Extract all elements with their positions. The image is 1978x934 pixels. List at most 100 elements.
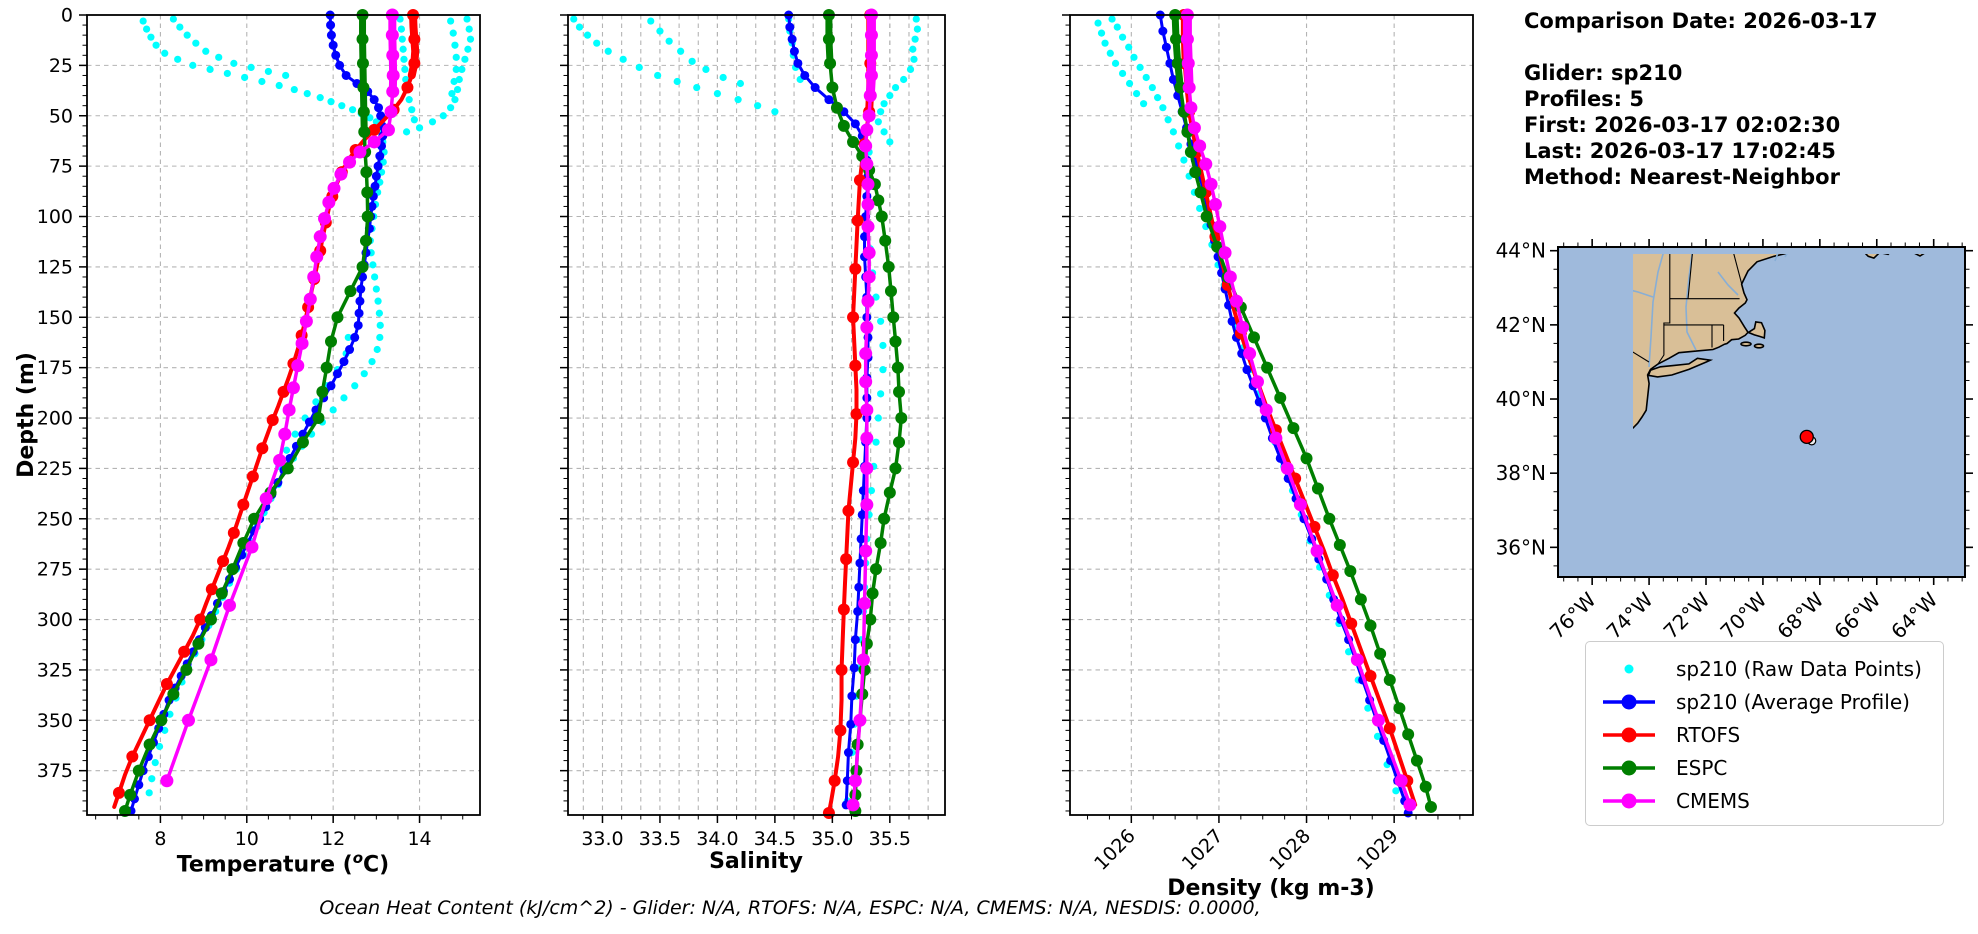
location-map: 36°N 38°N 40°N 42°N 44°N 76°W 74°W 72°W 70°W 68°W… — [1496, 239, 1973, 644]
svg-text:150: 150 — [37, 307, 73, 329]
temperature-grid — [87, 14, 480, 815]
legend-item-sp210-average-profile-: sp210 (Average Profile) — [1600, 685, 1933, 718]
panel-temperature: 8 10 12 14 0 25 50 75 100 125 150 175 200 225 250 275 30… — [37, 5, 481, 850]
border-ny-newengland — [1657, 254, 1671, 365]
density-series-cmems — [1180, 8, 1417, 812]
line-marker-icon — [1603, 727, 1655, 742]
legend-item-espc: ESPC — [1600, 751, 1933, 784]
legend-label: RTOFS — [1676, 722, 1741, 747]
svg-text:8: 8 — [154, 828, 166, 850]
svg-text:275: 275 — [37, 559, 73, 581]
svg-text:325: 325 — [37, 659, 73, 681]
legend-label: CMEMS — [1676, 788, 1750, 813]
temperature-series-cmems — [160, 8, 400, 788]
map-rivers — [1633, 254, 1788, 368]
salinity-axis-title: Salinity — [576, 849, 936, 874]
svg-text:34.0: 34.0 — [696, 828, 738, 850]
density-axis-title-text: Density (kg m-3) — [1167, 876, 1375, 901]
svg-text:70°W: 70°W — [1715, 587, 1771, 643]
mainland-coast — [1633, 254, 1788, 430]
maine-river-1 — [1774, 254, 1779, 262]
salinity-tick-labels: 33.0 33.5 34.0 34.5 35.0 35.5 — [581, 828, 911, 850]
svg-text:125: 125 — [37, 256, 73, 278]
map-features — [1633, 254, 1925, 430]
temperature-axis-title-sup: o — [352, 849, 364, 867]
temperature-axis-title-text: Temperature ( — [176, 852, 353, 878]
svg-text:64°W: 64°W — [1886, 587, 1942, 643]
svg-text:34.5: 34.5 — [754, 828, 796, 850]
panel-density: 1026 1027 1028 1029 — [1062, 8, 1474, 875]
svg-text:75: 75 — [49, 156, 73, 178]
svg-text:25: 25 — [49, 55, 73, 77]
density-tick-labels: 1026 1027 1028 1029 — [1090, 825, 1403, 875]
temperature-series-rtofs — [112, 9, 421, 809]
temperature-axis-title: Temperature (oC) — [103, 849, 463, 877]
svg-text:175: 175 — [37, 357, 73, 379]
temperature-ticks — [79, 14, 464, 823]
map-ocean — [1558, 247, 1965, 577]
salinity-grid — [568, 14, 945, 815]
marthas-vineyard-island — [1740, 341, 1752, 347]
nova-scotia — [1864, 254, 1890, 260]
svg-text:42°N: 42°N — [1496, 313, 1546, 337]
svg-text:68°W: 68°W — [1772, 587, 1828, 643]
line-marker-icon — [1603, 793, 1655, 808]
profiles-count: Profiles: 5 — [1524, 87, 1645, 111]
svg-text:76°W: 76°W — [1545, 587, 1601, 643]
nantucket-island — [1753, 343, 1765, 349]
density-ticks — [1062, 14, 1461, 823]
svg-text:44°N: 44°N — [1496, 239, 1546, 263]
svg-text:100: 100 — [37, 206, 73, 228]
maine-river-2 — [1784, 254, 1788, 258]
density-series-rtofs — [1177, 9, 1418, 807]
svg-text:0: 0 — [61, 5, 73, 27]
legend-item-rtofs: RTOFS — [1600, 718, 1933, 751]
svg-text:36°N: 36°N — [1496, 535, 1546, 559]
first-profile-time: First: 2026-03-17 02:02:30 — [1524, 113, 1841, 137]
svg-text:225: 225 — [37, 458, 73, 480]
svg-text:1027: 1027 — [1178, 825, 1228, 875]
glider-location-marker — [1799, 429, 1817, 446]
merrimack-river — [1717, 271, 1739, 296]
svg-text:72°W: 72°W — [1659, 587, 1715, 643]
info-spacer — [1524, 34, 1878, 60]
nova-scotia-east — [1914, 254, 1925, 257]
svg-text:33.5: 33.5 — [639, 828, 681, 850]
map-land — [1633, 254, 1925, 430]
legend-label: sp210 (Average Profile) — [1676, 689, 1910, 714]
long-island — [1647, 357, 1714, 378]
svg-text:350: 350 — [37, 710, 73, 732]
svg-text:10: 10 — [235, 828, 259, 850]
border-vt-nh — [1687, 254, 1693, 300]
ocean-heat-content-annotation: Ocean Heat Content (kJ/cm^2) - Glider: N… — [319, 897, 1261, 919]
svg-text:66°W: 66°W — [1829, 587, 1885, 643]
legend-item-cmems: CMEMS — [1600, 784, 1933, 817]
svg-text:74°W: 74°W — [1602, 587, 1658, 643]
state-borders — [1633, 254, 1743, 365]
salinity-series-cmems — [846, 8, 878, 812]
svg-text:35.5: 35.5 — [869, 828, 911, 850]
svg-text:250: 250 — [37, 508, 73, 530]
comparison-date: Comparison Date: 2026-03-17 — [1524, 9, 1878, 33]
glider-name: Glider: sp210 — [1524, 61, 1683, 85]
svg-text:375: 375 — [37, 760, 73, 782]
temperature-axis-title-unit: C) — [363, 852, 390, 878]
svg-text:300: 300 — [37, 609, 73, 631]
temperature-series-espc — [119, 9, 374, 817]
svg-text:14: 14 — [407, 828, 431, 850]
mohawk-river — [1633, 289, 1654, 298]
density-axis-title: Density (kg m-3) — [1091, 876, 1451, 901]
svg-text:50: 50 — [49, 105, 73, 127]
svg-text:33.0: 33.0 — [581, 828, 623, 850]
line-marker-icon — [1603, 694, 1655, 709]
density-series-espc — [1169, 9, 1437, 813]
last-profile-time: Last: 2026-03-17 17:02:45 — [1524, 139, 1836, 163]
border-nh-me — [1733, 254, 1743, 286]
panel-salinity: 33.0 33.5 34.0 34.5 35.0 35.5 — [560, 8, 946, 850]
line-marker-icon — [1603, 760, 1655, 775]
legend-item-sp210-raw-data-points-: sp210 (Raw Data Points) — [1600, 652, 1933, 685]
svg-text:12: 12 — [321, 828, 345, 850]
legend-label: ESPC — [1676, 755, 1728, 780]
svg-text:200: 200 — [37, 408, 73, 430]
